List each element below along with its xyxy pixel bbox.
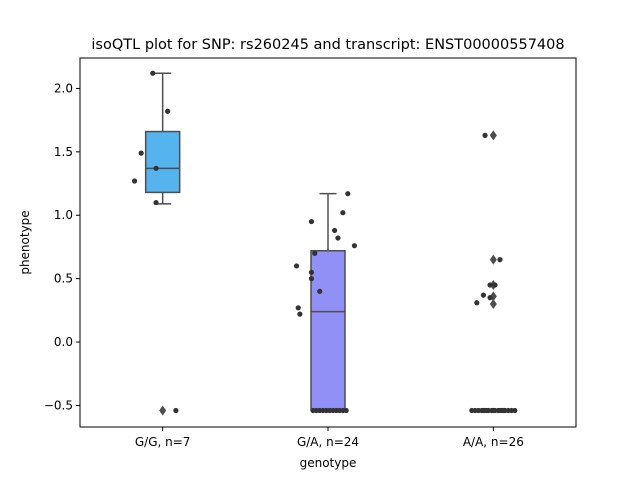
box-group (469, 130, 518, 414)
data-point (340, 210, 346, 216)
data-point (308, 218, 315, 225)
data-point (293, 263, 300, 269)
data-point (351, 243, 358, 249)
data-point (482, 132, 488, 138)
x-axis-label: genotype (300, 456, 357, 470)
outlier-marker (489, 130, 497, 141)
data-point (343, 407, 349, 414)
data-point (153, 199, 159, 206)
data-point (312, 250, 318, 256)
data-point (131, 178, 138, 184)
data-point (153, 165, 159, 171)
box-group (131, 70, 181, 416)
data-point (487, 295, 493, 301)
y-axis-label: phenotype (18, 210, 32, 274)
x-tick-label: G/G, n=7 (135, 435, 191, 449)
data-point (490, 407, 496, 414)
y-tick-label: 1.0 (54, 208, 73, 222)
data-point (335, 235, 341, 241)
data-point (345, 191, 351, 197)
data-point (474, 300, 480, 306)
data-point (308, 269, 315, 275)
x-tick-label: A/A, n=26 (463, 435, 524, 449)
plot-area (131, 70, 518, 416)
outlier-marker (489, 299, 497, 309)
y-tick-label: 0.0 (54, 335, 73, 349)
box (310, 249, 346, 412)
data-point (297, 311, 303, 317)
data-point (332, 227, 338, 234)
data-point (480, 407, 487, 414)
data-point (317, 288, 323, 294)
data-point (500, 407, 506, 414)
data-point (150, 70, 156, 76)
y-tick-label: −0.5 (44, 398, 73, 412)
data-point (308, 276, 315, 282)
outlier-marker (489, 254, 497, 265)
data-point (480, 292, 487, 298)
x-tick-label: G/A, n=24 (297, 435, 359, 449)
y-tick-label: 2.0 (54, 81, 73, 95)
data-point (165, 108, 171, 114)
data-point (138, 150, 144, 156)
x-axis: G/G, n=7 G/A, n=24 A/A, n=26 (135, 427, 524, 449)
outlier-marker (159, 405, 167, 416)
box (144, 130, 181, 194)
y-tick-label: 1.5 (54, 145, 73, 159)
data-point (173, 407, 179, 414)
data-point (492, 282, 498, 288)
y-tick-label: 0.5 (54, 272, 73, 286)
y-axis: −0.5 0.0 0.5 1.0 1.5 2.0 (44, 81, 80, 412)
data-point (487, 282, 493, 288)
data-point (295, 305, 301, 311)
chart-title: isoQTL plot for SNP: rs260245 and transc… (91, 37, 564, 53)
box-group (293, 191, 358, 414)
data-point (497, 257, 503, 263)
data-point (512, 407, 518, 414)
